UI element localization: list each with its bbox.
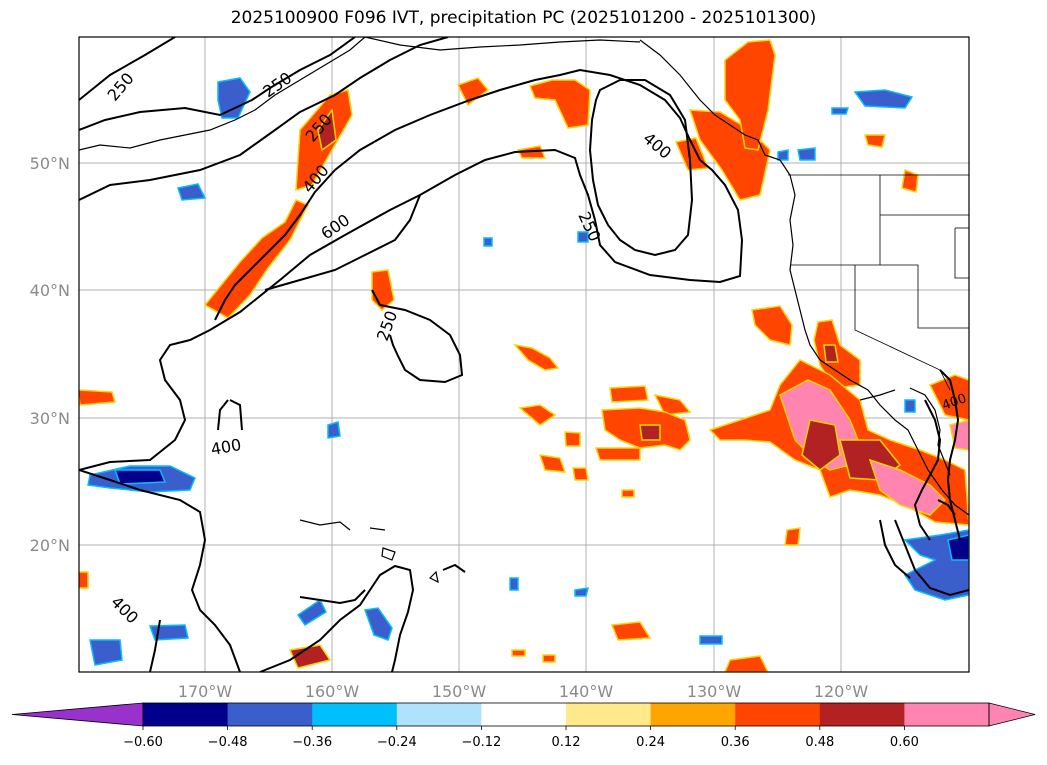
colorbar: −0.60 −0.48 −0.36 −0.24 −0.12 0.12 0.24 0.36 0.4… xyxy=(11,702,1036,750)
ivt-contours xyxy=(79,37,969,672)
colorbar-segment xyxy=(904,703,990,726)
colorbar-segment xyxy=(819,703,905,726)
colorbar-segment xyxy=(481,703,567,726)
lat-label-40n: 40°N xyxy=(30,281,70,300)
positive-precip-patches xyxy=(79,39,969,672)
colorbar-segment xyxy=(735,703,821,726)
lat-label-30n: 30°N xyxy=(30,409,70,428)
map-frame xyxy=(78,36,970,673)
lon-label-160w: 160°W xyxy=(305,682,360,701)
latitude-labels: 50°N 40°N 30°N 20°N xyxy=(30,154,70,555)
colorbar-tick-label: 0.60 xyxy=(890,735,919,750)
lon-label-140w: 140°W xyxy=(559,682,614,701)
colorbar-tick-label: −0.24 xyxy=(377,735,417,750)
map-title: 2025100900 F096 IVT, precipitation PC (2… xyxy=(230,8,817,28)
colorbar-tick-label: −0.12 xyxy=(461,735,501,750)
colorbar-segment xyxy=(143,703,229,726)
lat-label-50n: 50°N xyxy=(30,154,70,173)
colorbar-tick-label: −0.48 xyxy=(208,735,248,750)
colorbar-tick-label: −0.36 xyxy=(292,735,332,750)
colorbar-left-extend xyxy=(11,702,144,727)
lon-label-130w: 130°W xyxy=(687,682,742,701)
state-borders xyxy=(788,174,969,391)
colorbar-right-extend xyxy=(988,702,1036,727)
colorbar-segment xyxy=(227,703,313,726)
lon-label-150w: 150°W xyxy=(432,682,487,701)
colorbar-tick-label: 0.48 xyxy=(805,735,834,750)
colorbar-tick-label: −0.60 xyxy=(123,735,163,750)
colorbar-segment xyxy=(566,703,652,726)
longitude-labels: 170°W 160°W 150°W 140°W 130°W 120°W xyxy=(178,682,869,701)
colorbar-segment xyxy=(396,703,482,726)
lon-label-170w: 170°W xyxy=(178,682,233,701)
lon-label-120w: 120°W xyxy=(814,682,869,701)
coastlines xyxy=(79,37,969,584)
colorbar-tick-label: 0.24 xyxy=(636,735,665,750)
negative-precip-patches xyxy=(87,77,969,666)
colorbar-segment xyxy=(650,703,736,726)
colorbar-segment xyxy=(312,703,398,726)
lat-label-20n: 20°N xyxy=(30,536,70,555)
colorbar-tick-label: 0.36 xyxy=(721,735,750,750)
colorbar-tick-label: 0.12 xyxy=(552,735,581,750)
